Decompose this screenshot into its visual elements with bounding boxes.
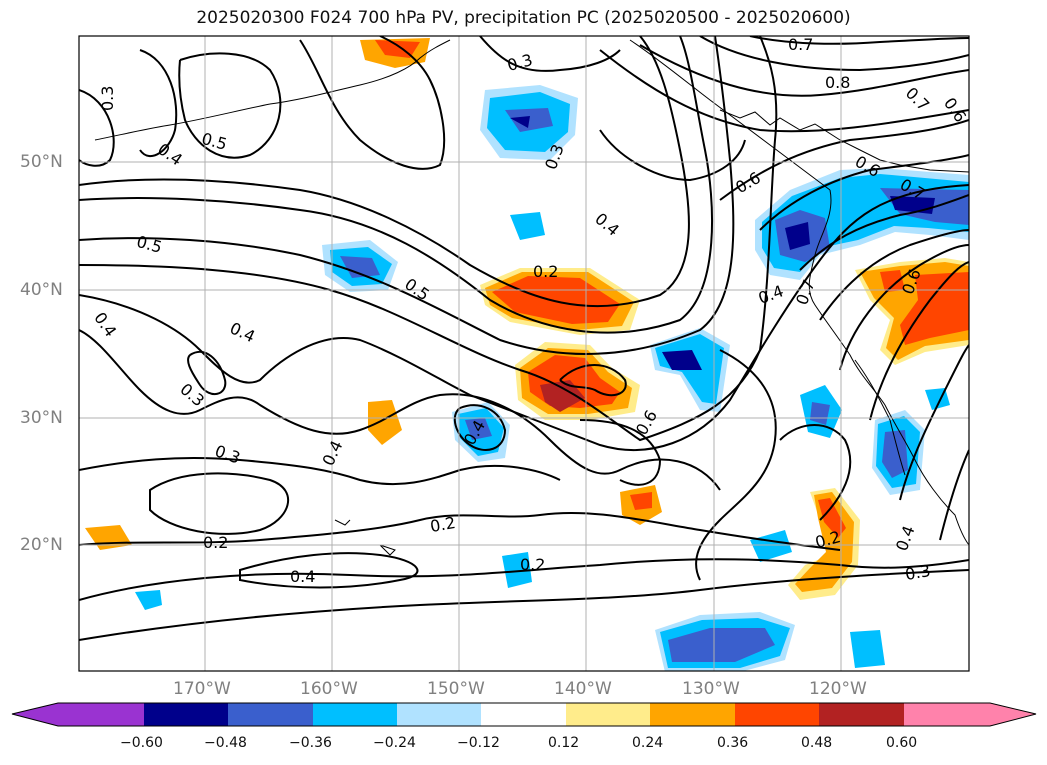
lat-label: 30°N: [20, 408, 63, 428]
contour-label: 0.4: [290, 567, 315, 586]
lon-label: 140°W: [554, 679, 612, 699]
lon-label: 150°W: [427, 679, 485, 699]
lon-label: 160°W: [300, 679, 358, 699]
contour-label: 0.2: [203, 533, 228, 552]
lon-label: 170°W: [173, 679, 231, 699]
contour-label: 0.2: [520, 555, 545, 574]
colorbar-bin: [904, 703, 990, 726]
colorbar-bin: [144, 703, 228, 726]
colorbar-tick: −0.60: [120, 735, 163, 751]
contour-label: 0.3: [904, 561, 932, 584]
colorbar-bin: [566, 703, 650, 726]
colorbar-tick: −0.24: [373, 735, 416, 751]
colorbar-bin: [481, 703, 566, 726]
colorbar-extend-high: [990, 703, 1036, 726]
lat-label: 20°N: [20, 535, 63, 555]
colorbar-bin: [313, 703, 397, 726]
colorbar-bin: [397, 703, 481, 726]
map-title: 2025020300 F024 700 hPa PV, precipitatio…: [196, 8, 851, 28]
lat-label: 40°N: [20, 280, 63, 300]
contour-label: 0.2: [429, 513, 457, 536]
precip-shading: [85, 38, 969, 671]
colorbar-bin: [58, 703, 144, 726]
contour-label: 0.3: [98, 86, 117, 111]
colorbar-tick: 0.12: [548, 735, 580, 751]
colorbar-bin: [735, 703, 819, 726]
map-content: 0.3 0.4 0.5 0.4 0.5 0.4 0.4 0.3 0.3 0.4 …: [79, 35, 969, 671]
colorbar-tick: 0.24: [632, 735, 664, 751]
graticule: [79, 36, 969, 671]
colorbar-tick: −0.48: [204, 735, 247, 751]
colorbar-extend-low: [12, 703, 58, 726]
contour-label: 0.2: [533, 262, 558, 281]
colorbar-tick: 0.60: [886, 735, 918, 751]
colorbar-bin: [650, 703, 735, 726]
lon-label: 130°W: [682, 679, 740, 699]
colorbar-tick: 0.36: [717, 735, 749, 751]
pv-contours: [79, 36, 969, 641]
colorbar-bin: [228, 703, 313, 726]
contour-label: 0.8: [825, 73, 850, 92]
colorbar: [11, 702, 1037, 727]
colorbar-tick: −0.12: [457, 735, 500, 751]
colorbar-tick: −0.36: [289, 735, 332, 751]
coastlines: [94, 39, 969, 556]
colorbar-bin: [819, 703, 904, 726]
lon-label: 120°W: [809, 679, 867, 699]
colorbar-tick: 0.48: [801, 735, 833, 751]
contour-label: 0.7: [788, 35, 813, 54]
map-frame: [78, 35, 970, 672]
lat-label: 50°N: [20, 152, 63, 172]
